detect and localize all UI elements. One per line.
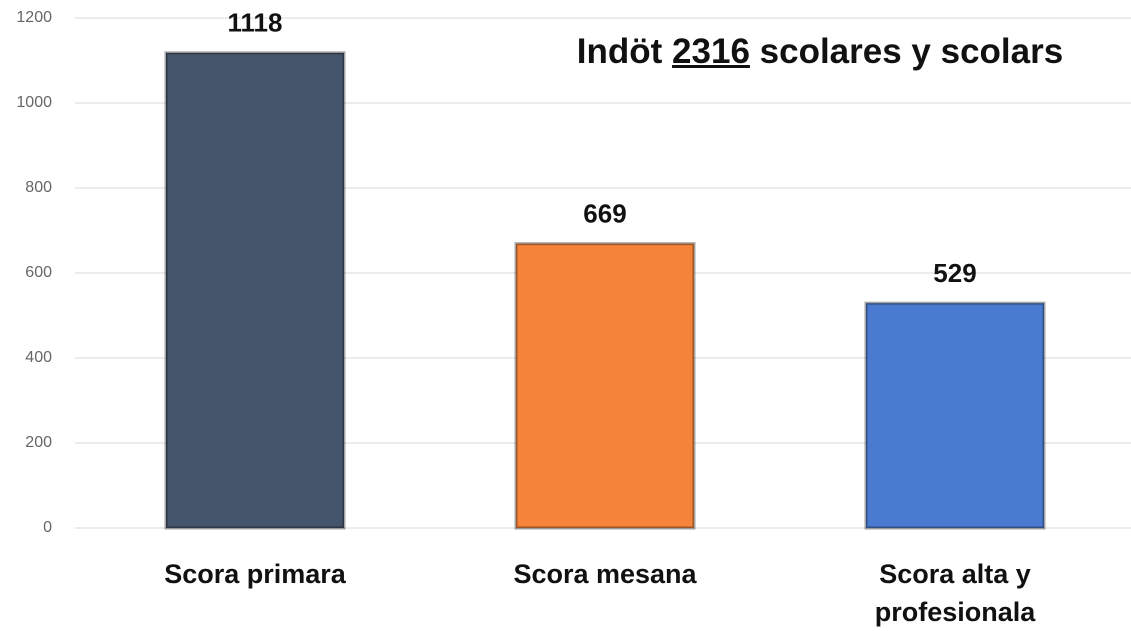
chart-title: Indöt 2316 scolares y scolars: [530, 32, 1110, 72]
title-number: 2316: [672, 32, 750, 71]
title-part: scolares y scolars: [749, 32, 1064, 71]
y-tick-label: 1200: [16, 9, 52, 26]
title-part: Indöt: [576, 32, 673, 71]
bar: [864, 301, 1046, 530]
y-tick-label: 1000: [16, 94, 52, 111]
y-tick-label: 800: [25, 179, 52, 196]
y-tick-label: 600: [25, 264, 52, 281]
bar: [514, 242, 696, 530]
x-tick-label: Scora mesana: [513, 559, 697, 589]
x-tick-label: Scora primara: [164, 559, 346, 589]
value-label: 529: [933, 258, 976, 288]
bar: [164, 51, 346, 530]
y-tick-label: 0: [43, 519, 52, 536]
y-tick-label: 200: [25, 434, 52, 451]
y-tick-label: 400: [25, 349, 52, 366]
value-label: 669: [583, 199, 626, 229]
value-label: 1118: [228, 8, 283, 38]
x-tick-label: Scora alta y profesionala: [874, 559, 1036, 627]
